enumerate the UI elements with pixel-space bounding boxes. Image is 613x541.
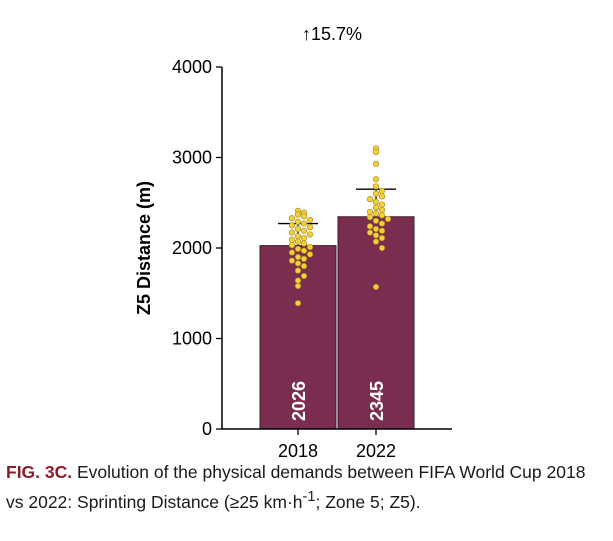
data-point-2022	[372, 232, 380, 239]
data-point-2022	[372, 198, 380, 205]
data-point-2022	[378, 193, 386, 200]
bar-2018	[259, 245, 337, 430]
data-point-2022	[366, 214, 374, 221]
data-point-2018	[300, 234, 308, 242]
data-point-2018	[288, 215, 296, 222]
y-tick-label: 4000	[172, 57, 212, 77]
change-annotation: ↑15.7%	[302, 24, 362, 44]
data-point-2018	[288, 222, 296, 229]
data-point-2018	[300, 263, 308, 270]
data-point-2018	[294, 233, 302, 240]
data-point-2018	[306, 224, 314, 231]
data-point-2022	[372, 217, 380, 224]
data-point-2022	[384, 215, 392, 223]
y-tick-label: 2000	[172, 238, 212, 258]
data-point-2022	[372, 225, 380, 233]
data-point-2022	[372, 176, 380, 183]
data-point-2018	[306, 231, 314, 238]
value-label-2018: 2026	[289, 381, 309, 421]
caption-figure-label: FIG. 3C.	[6, 462, 73, 482]
data-point-2018	[288, 249, 296, 256]
points-group	[288, 145, 392, 307]
bars-group	[259, 216, 415, 430]
data-point-2022	[372, 238, 380, 245]
data-point-2018	[300, 247, 308, 254]
axes-group: 2018 2022 0 1000 2000 3000 4000	[172, 57, 452, 460]
data-point-2022	[378, 244, 386, 252]
value-label-2022: 2345	[367, 381, 387, 421]
data-point-2022	[372, 183, 380, 190]
data-point-2018	[294, 253, 302, 261]
data-point-2018	[306, 251, 314, 258]
data-point-2022	[372, 283, 380, 291]
data-point-2018	[294, 282, 302, 290]
data-point-2018	[300, 227, 308, 234]
data-point-2022	[378, 187, 386, 195]
figure-caption: FIG. 3C. Evolution of the physical deman…	[6, 460, 606, 515]
x-tick-label-2022: 2022	[356, 441, 396, 460]
data-point-2022	[366, 196, 374, 203]
data-point-2018	[294, 300, 302, 307]
data-point-2018	[300, 255, 308, 262]
data-point-2022	[378, 227, 386, 234]
y-tick-label: 3000	[172, 148, 212, 168]
data-point-2022	[372, 190, 380, 197]
data-point-2018	[294, 225, 302, 233]
data-point-2022	[366, 223, 374, 230]
data-point-2022	[378, 206, 386, 214]
y-tick-label: 1000	[172, 329, 212, 349]
data-point-2018	[294, 245, 302, 253]
data-point-2022	[372, 160, 380, 167]
data-point-2022	[378, 212, 386, 219]
y-axis-label: Z5 Distance (m)	[134, 181, 154, 315]
data-point-2022	[378, 201, 386, 208]
data-point-2018	[306, 243, 314, 251]
value-labels-group: 2026 2345	[289, 381, 387, 421]
data-point-2022	[366, 229, 374, 236]
data-point-2018	[294, 218, 302, 225]
data-point-2022	[372, 204, 380, 211]
data-point-2018	[294, 277, 302, 284]
data-point-2018	[288, 242, 296, 249]
data-point-2018	[288, 229, 296, 236]
data-point-2022	[378, 234, 386, 242]
bar-chart: ↑15.7% Z5 Distance (m) 2026 2345 2018 2022…	[134, 24, 452, 460]
caption-superscript: -1	[302, 489, 316, 505]
data-point-2018	[306, 216, 314, 224]
data-point-2018	[294, 267, 302, 274]
x-tick-label-2018: 2018	[278, 441, 318, 460]
data-point-2018	[294, 238, 302, 245]
data-point-2018	[300, 272, 308, 280]
data-point-2018	[294, 260, 302, 267]
data-point-2018	[294, 211, 302, 218]
caption-text: Evolution of the physical demands betwee…	[6, 462, 586, 512]
data-point-2018	[288, 236, 296, 243]
data-point-2018	[288, 257, 296, 264]
data-point-2018	[300, 240, 308, 247]
data-point-2022	[372, 148, 380, 156]
data-point-2022	[372, 210, 380, 217]
data-point-2018	[300, 213, 308, 220]
data-point-2022	[378, 220, 386, 227]
caption-text-end: ; Zone 5; Z5).	[315, 491, 421, 512]
data-point-2018	[300, 220, 308, 227]
y-tick-label: 0	[202, 419, 212, 439]
bar-2022	[337, 216, 415, 430]
data-point-2022	[366, 208, 374, 215]
